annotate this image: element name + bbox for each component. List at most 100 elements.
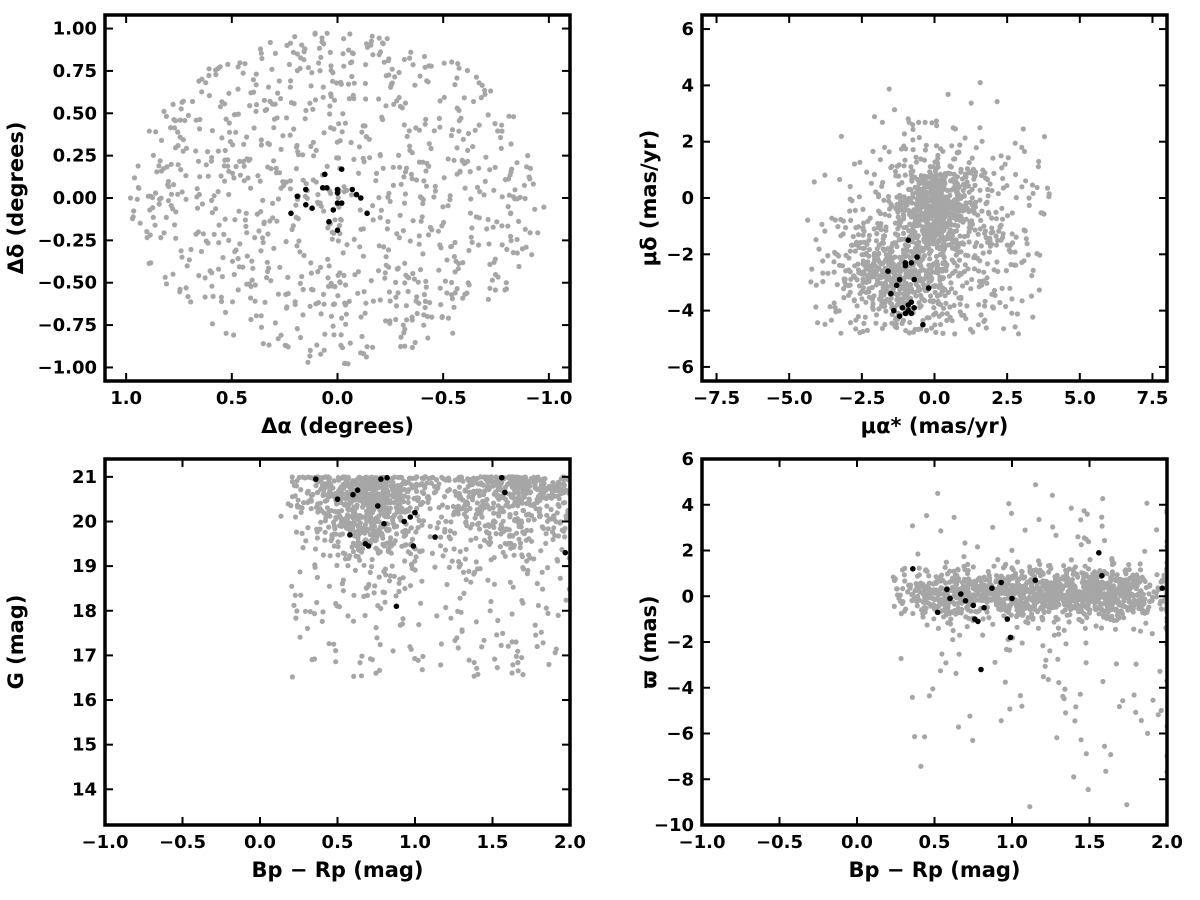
field-star-point bbox=[397, 164, 403, 170]
member-star-point bbox=[885, 268, 891, 275]
field-star-point bbox=[297, 569, 303, 575]
field-star-point bbox=[975, 231, 981, 237]
field-star-point bbox=[543, 531, 549, 537]
field-star-point bbox=[441, 175, 447, 181]
field-star-point bbox=[874, 231, 880, 237]
field-star-point bbox=[376, 519, 382, 525]
field-star-point bbox=[448, 615, 454, 621]
field-star-point bbox=[430, 474, 436, 480]
field-star-point bbox=[871, 226, 877, 232]
field-star-point bbox=[387, 320, 393, 326]
field-star-point bbox=[1142, 548, 1148, 554]
field-star-point bbox=[967, 713, 973, 719]
field-star-point bbox=[487, 506, 493, 512]
field-star-point bbox=[944, 311, 950, 317]
field-star-point bbox=[474, 500, 480, 506]
field-star-point bbox=[865, 274, 871, 280]
field-star-point bbox=[851, 297, 857, 303]
field-star-point bbox=[321, 208, 327, 214]
y-tick-label: −6 bbox=[666, 357, 694, 378]
field-star-point bbox=[292, 514, 299, 520]
field-star-point bbox=[131, 208, 137, 214]
field-star-point bbox=[168, 203, 174, 209]
field-star-point bbox=[962, 540, 968, 546]
field-star-point bbox=[998, 718, 1004, 724]
field-star-point bbox=[515, 648, 521, 654]
field-star-point bbox=[813, 237, 819, 243]
y-tick-label: −2 bbox=[666, 244, 694, 265]
field-star-point bbox=[894, 194, 900, 200]
field-star-point bbox=[370, 217, 376, 223]
field-star-point bbox=[390, 648, 396, 654]
field-star-point bbox=[964, 233, 971, 239]
field-star-point bbox=[358, 673, 365, 679]
field-star-point bbox=[455, 266, 461, 272]
field-star-point bbox=[898, 655, 904, 662]
field-star-point bbox=[938, 146, 944, 152]
y-tick-label: −4 bbox=[666, 301, 694, 322]
field-star-point bbox=[1019, 184, 1025, 190]
field-star-point bbox=[991, 170, 997, 176]
field-star-point bbox=[417, 73, 423, 79]
field-star-point bbox=[856, 194, 863, 200]
field-star-point bbox=[476, 526, 483, 532]
field-star-point bbox=[557, 575, 563, 581]
field-star-point bbox=[220, 255, 226, 261]
field-star-point bbox=[1086, 566, 1092, 572]
field-star-point bbox=[898, 219, 904, 225]
field-star-point bbox=[368, 514, 374, 520]
field-star-point bbox=[936, 237, 942, 243]
field-star-point bbox=[482, 488, 488, 494]
field-star-point bbox=[525, 153, 531, 159]
field-star-point bbox=[930, 241, 936, 247]
field-star-point bbox=[422, 304, 428, 311]
field-star-point bbox=[852, 207, 858, 213]
field-star-point bbox=[856, 270, 862, 276]
field-star-point bbox=[344, 187, 350, 193]
field-star-point bbox=[963, 200, 969, 206]
field-star-point bbox=[913, 154, 919, 160]
field-star-point bbox=[237, 241, 243, 247]
field-star-point bbox=[393, 303, 400, 309]
field-star-point bbox=[311, 153, 317, 159]
field-star-point bbox=[423, 168, 429, 174]
field-star-point bbox=[555, 612, 561, 619]
field-star-point bbox=[933, 165, 939, 172]
member-star-point bbox=[908, 260, 915, 266]
field-star-point bbox=[235, 64, 241, 70]
field-star-point bbox=[355, 269, 362, 275]
field-star-point bbox=[466, 489, 472, 495]
field-star-point bbox=[244, 230, 250, 236]
field-star-point bbox=[368, 38, 374, 44]
field-star-point bbox=[473, 535, 479, 541]
field-star-point bbox=[861, 220, 867, 226]
field-star-point bbox=[424, 480, 430, 486]
field-star-point bbox=[209, 197, 215, 203]
field-star-point bbox=[341, 184, 347, 190]
field-star-point bbox=[930, 686, 936, 692]
field-star-point bbox=[377, 152, 383, 158]
field-star-point bbox=[977, 187, 983, 193]
field-star-point bbox=[215, 189, 221, 195]
field-star-point bbox=[436, 267, 442, 273]
field-star-point bbox=[312, 30, 318, 36]
y-tick-label: 21 bbox=[72, 467, 97, 488]
field-star-point bbox=[273, 170, 279, 176]
field-star-point bbox=[305, 525, 311, 531]
field-star-point bbox=[481, 192, 487, 198]
field-star-point bbox=[457, 169, 463, 175]
field-star-point bbox=[339, 129, 345, 135]
field-star-point bbox=[1042, 663, 1048, 669]
field-star-point bbox=[877, 296, 883, 302]
field-star-point bbox=[928, 325, 935, 331]
field-star-point bbox=[461, 590, 467, 597]
field-star-point bbox=[446, 564, 452, 571]
field-star-point bbox=[1087, 607, 1093, 613]
member-star-point bbox=[905, 302, 912, 308]
field-star-point bbox=[921, 267, 927, 273]
field-star-point bbox=[414, 505, 420, 511]
field-star-point bbox=[863, 250, 869, 257]
field-star-point bbox=[236, 208, 242, 214]
field-star-point bbox=[396, 152, 402, 158]
field-star-point bbox=[1013, 234, 1019, 240]
